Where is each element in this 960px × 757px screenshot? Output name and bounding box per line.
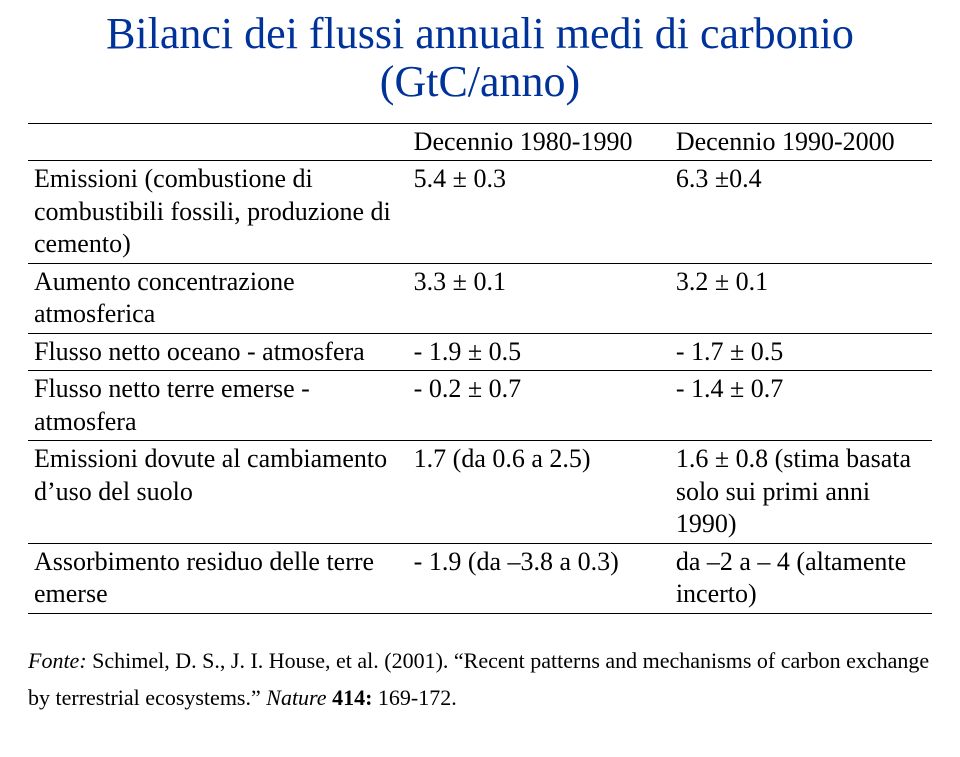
table-cell: Emissioni (combustione di combustibili f… [28, 161, 408, 264]
source-journal: Nature [266, 685, 332, 710]
table-row: Emissioni (combustione di combustibili f… [28, 161, 932, 264]
table-row: Aumento concentrazione atmosferica 3.3 ±… [28, 263, 932, 333]
table-header-row: Decennio 1980-1990 Decennio 1990-2000 [28, 123, 932, 161]
table-row: Emissioni dovute al cambiamento d’uso de… [28, 441, 932, 544]
table-cell: Emissioni dovute al cambiamento d’uso de… [28, 441, 408, 544]
table-cell: 6.3 ±0.4 [670, 161, 932, 264]
title-line-1: Bilanci dei flussi annuali medi di carbo… [106, 9, 854, 58]
table-cell: - 1.9 ± 0.5 [408, 333, 670, 371]
title-line-2: (GtC/anno) [380, 57, 580, 106]
table-cell: 1.6 ± 0.8 (stima basata solo sui primi a… [670, 441, 932, 544]
slide-title: Bilanci dei flussi annuali medi di carbo… [28, 10, 932, 107]
source-vol: 414: [332, 685, 372, 710]
table-cell: Flusso netto oceano - atmosfera [28, 333, 408, 371]
table-row: Flusso netto terre emerse - atmosfera - … [28, 371, 932, 441]
table-cell: da –2 a – 4 (altamente incerto) [670, 543, 932, 613]
table-header-cell [28, 123, 408, 161]
table-header-cell: Decennio 1990-2000 [670, 123, 932, 161]
source-label: Fonte: [28, 648, 87, 673]
source-volume-pages: 414: 169-172. [332, 685, 457, 710]
table-row: Assorbimento residuo delle terre emerse … [28, 543, 932, 613]
table-cell: - 1.9 (da –3.8 a 0.3) [408, 543, 670, 613]
carbon-table: Decennio 1980-1990 Decennio 1990-2000 Em… [28, 123, 932, 614]
slide: Bilanci dei flussi annuali medi di carbo… [0, 0, 960, 757]
table-cell: - 1.7 ± 0.5 [670, 333, 932, 371]
table-cell: Assorbimento residuo delle terre emerse [28, 543, 408, 613]
source-citation: Fonte: Schimel, D. S., J. I. House, et a… [28, 642, 932, 717]
table-header-cell: Decennio 1980-1990 [408, 123, 670, 161]
table-cell: 3.3 ± 0.1 [408, 263, 670, 333]
table-cell: - 0.2 ± 0.7 [408, 371, 670, 441]
table-cell: - 1.4 ± 0.7 [670, 371, 932, 441]
table-row: Flusso netto oceano - atmosfera - 1.9 ± … [28, 333, 932, 371]
table-cell: Flusso netto terre emerse - atmosfera [28, 371, 408, 441]
source-authors: Schimel, D. S., J. I. House, et al. (200… [28, 648, 929, 710]
table-cell: 3.2 ± 0.1 [670, 263, 932, 333]
table-cell: Aumento concentrazione atmosferica [28, 263, 408, 333]
table-cell: 1.7 (da 0.6 a 2.5) [408, 441, 670, 544]
table-cell: 5.4 ± 0.3 [408, 161, 670, 264]
